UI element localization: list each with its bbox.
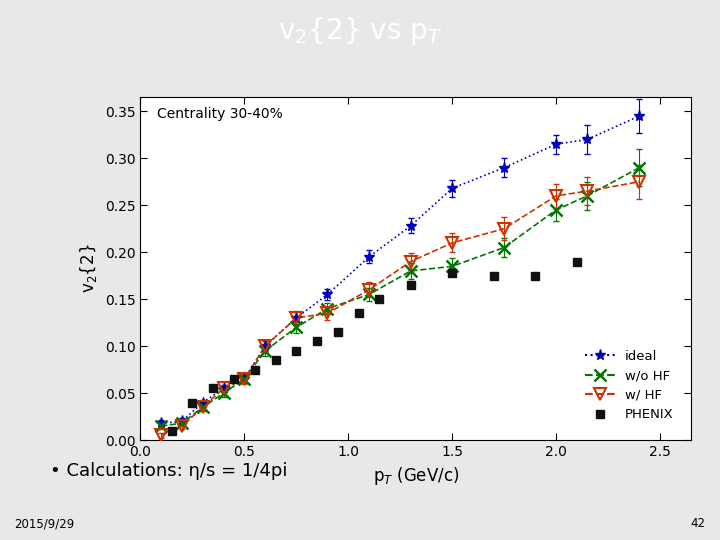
Text: v$_2${2} vs p$_T$: v$_2${2} vs p$_T$	[278, 15, 442, 47]
X-axis label: p$_T$ (GeV/c): p$_T$ (GeV/c)	[372, 464, 459, 487]
Text: 2015/9/29: 2015/9/29	[14, 517, 75, 530]
Y-axis label: v$_2${2}: v$_2${2}	[78, 244, 99, 293]
Text: 42: 42	[690, 517, 706, 530]
Legend: ideal, w/o HF, w/ HF, PHENIX: ideal, w/o HF, w/ HF, PHENIX	[580, 345, 679, 427]
Text: • Calculations: η/s = 1/4pi: • Calculations: η/s = 1/4pi	[50, 462, 288, 480]
Text: Centrality 30-40%: Centrality 30-40%	[157, 107, 283, 122]
